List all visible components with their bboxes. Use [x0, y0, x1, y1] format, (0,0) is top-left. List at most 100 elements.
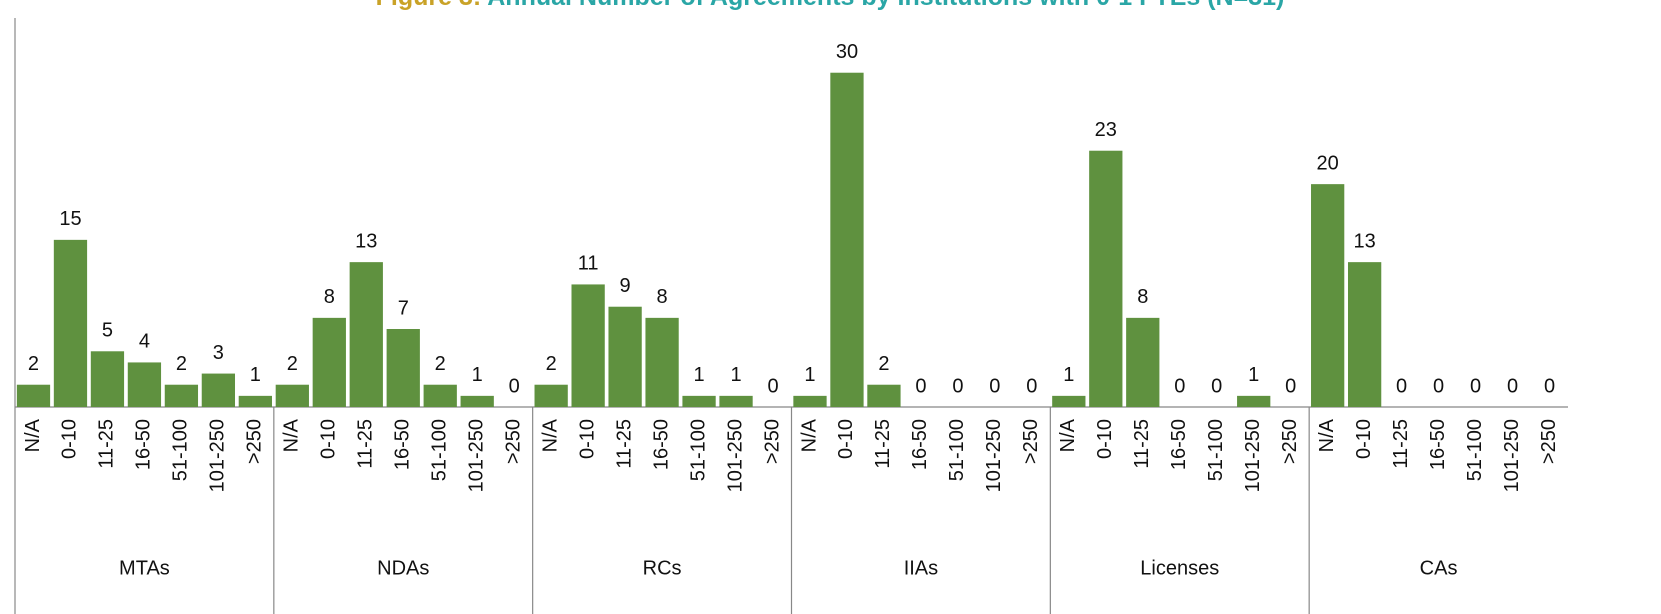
group-label: CAs: [1420, 557, 1458, 579]
bar: [1052, 395, 1086, 407]
data-label: 1: [1063, 364, 1074, 386]
x-tick-label: N/A: [539, 418, 561, 452]
chart-title: Figure 3: Annual Number of Agreements by…: [376, 0, 1285, 11]
bar: [830, 72, 864, 407]
x-tick-label: >250: [1020, 419, 1042, 464]
data-label: 0: [767, 375, 778, 397]
data-label: 5: [102, 320, 113, 342]
data-label: 8: [657, 286, 668, 308]
data-label: 7: [398, 297, 409, 319]
data-label: 0: [1211, 375, 1222, 397]
x-tick-label: >250: [1279, 419, 1301, 464]
data-label: 4: [139, 331, 150, 353]
bar: [460, 395, 494, 407]
x-tick-label: 16-50: [392, 419, 414, 470]
data-label: 1: [730, 364, 741, 386]
bar: [127, 362, 162, 407]
x-tick-label: 51-100: [1205, 419, 1227, 481]
x-tick-label: 51-100: [170, 419, 192, 481]
bar: [312, 317, 346, 407]
data-label: 0: [1174, 375, 1185, 397]
data-label: 1: [1248, 364, 1259, 386]
data-label: 0: [1470, 375, 1481, 397]
x-tick-label: N/A: [281, 418, 303, 452]
data-label: 0: [915, 375, 926, 397]
data-label: 30: [836, 41, 858, 63]
data-label: 20: [1317, 152, 1339, 174]
bar: [386, 329, 420, 407]
data-label: 1: [472, 364, 483, 386]
x-tick-label: 16-50: [650, 419, 672, 470]
bar: [90, 351, 125, 407]
group-label: IIAs: [904, 557, 938, 579]
data-label: 0: [1026, 375, 1037, 397]
group-label: MTAs: [119, 557, 170, 579]
x-tick-label: >250: [244, 419, 266, 464]
data-label: 0: [509, 375, 520, 397]
x-tick-label: 16-50: [1427, 419, 1449, 470]
bar: [719, 395, 753, 407]
bar: [238, 395, 272, 407]
bar: [16, 384, 51, 407]
x-tick-label: 11-25: [96, 419, 118, 469]
x-tick-label: N/A: [22, 418, 44, 452]
x-tick-label: 101-250: [207, 419, 229, 492]
bar: [201, 373, 236, 407]
x-tick-label: >250: [502, 419, 524, 464]
x-tick-label: 11-25: [613, 419, 635, 469]
x-tick-label: 0-10: [318, 419, 340, 459]
bar: [275, 384, 309, 407]
data-label: 1: [250, 364, 261, 386]
data-label: 13: [355, 230, 377, 252]
x-tick-label: 51-100: [946, 419, 968, 481]
group-label: Licenses: [1140, 557, 1219, 579]
x-tick-label: 11-25: [1131, 419, 1153, 469]
data-label: 2: [28, 353, 39, 375]
x-tick-label: 101-250: [1501, 419, 1523, 492]
data-label: 1: [804, 364, 815, 386]
bar: [53, 239, 88, 407]
bar: [571, 284, 605, 407]
x-tick-label: 11-25: [355, 419, 377, 469]
bar: [645, 317, 679, 407]
data-label: 13: [1354, 230, 1376, 252]
bar: [349, 262, 383, 407]
x-tick-label: 51-100: [1464, 419, 1486, 481]
data-label: 15: [59, 208, 81, 230]
x-tick-label: 0-10: [1353, 419, 1375, 459]
x-tick-label: 101-250: [1242, 419, 1264, 492]
x-tick-label: 0-10: [1094, 419, 1116, 459]
data-label: 11: [578, 253, 599, 275]
bar: [1237, 395, 1271, 407]
x-tick-label: 101-250: [465, 419, 487, 492]
data-label: 0: [1507, 375, 1518, 397]
x-tick-label: 101-250: [983, 419, 1005, 492]
data-label: 2: [546, 353, 557, 375]
x-tick-label: 16-50: [909, 419, 931, 470]
bar: [1311, 184, 1345, 407]
data-label: 0: [1396, 375, 1407, 397]
title-text: Annual Number of Agreements by Instituti…: [487, 0, 1284, 11]
x-tick-label: 11-25: [1390, 419, 1412, 469]
x-tick-label: 0-10: [576, 419, 598, 459]
bar: [164, 384, 199, 407]
data-label: 9: [620, 275, 631, 297]
x-tick-label: 11-25: [872, 419, 894, 469]
x-tick-label: 51-100: [687, 419, 709, 481]
bar: [1126, 317, 1160, 407]
bar: [423, 384, 457, 407]
bar: [1347, 262, 1382, 407]
x-tick-label: 16-50: [133, 419, 155, 470]
x-tick-label: N/A: [1316, 418, 1338, 452]
group-label: RCs: [643, 557, 682, 579]
x-tick-label: 0-10: [59, 419, 81, 459]
data-label: 8: [1137, 286, 1148, 308]
x-tick-label: 101-250: [724, 419, 746, 492]
title-prefix: Figure 3:: [376, 0, 482, 11]
data-label: 2: [435, 353, 446, 375]
data-label: 0: [952, 375, 963, 397]
group-label: NDAs: [377, 557, 429, 579]
x-tick-label: >250: [761, 419, 783, 464]
